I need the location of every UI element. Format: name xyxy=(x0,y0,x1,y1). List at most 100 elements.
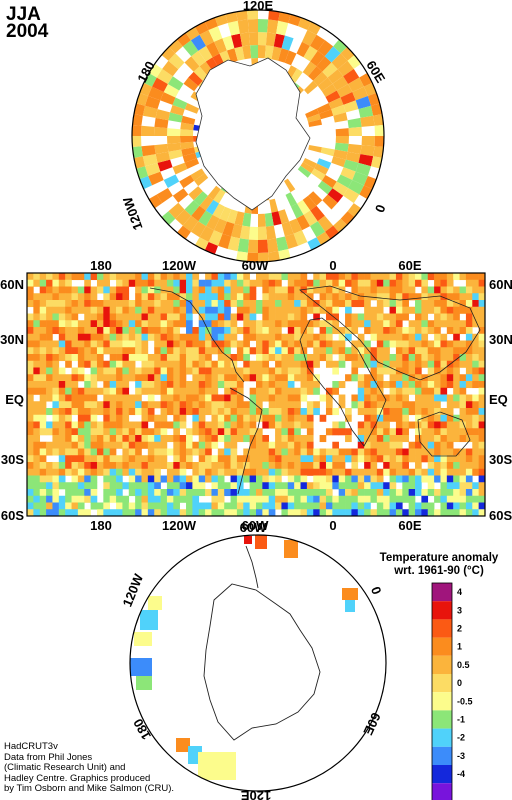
anomaly-cell xyxy=(27,387,34,395)
anomaly-cell xyxy=(343,159,359,172)
anomaly-cell xyxy=(325,313,333,321)
anomaly-cell xyxy=(109,421,117,429)
anomaly-cell xyxy=(147,273,155,281)
anomaly-cell xyxy=(351,495,359,503)
anomaly-cell xyxy=(459,448,467,456)
anomaly-cell xyxy=(58,475,66,483)
anomaly-cell xyxy=(224,462,231,470)
anomaly-cell xyxy=(376,408,384,416)
anomaly-cell xyxy=(250,45,258,59)
anomaly-cell xyxy=(275,482,282,490)
anomaly-cell xyxy=(421,435,429,443)
anomaly-cell xyxy=(287,387,295,395)
anomaly-cell xyxy=(268,414,276,422)
anomaly-cell xyxy=(192,279,200,287)
anomaly-cell xyxy=(434,300,441,308)
anomaly-cell xyxy=(84,300,91,308)
anomaly-cell xyxy=(236,340,244,348)
anomaly-cell xyxy=(294,387,301,395)
anomaly-cell xyxy=(262,286,270,294)
anomaly-cell xyxy=(90,414,98,422)
anomaly-cell xyxy=(300,441,308,449)
anomaly-cell xyxy=(122,502,130,510)
anomaly-cell xyxy=(39,327,47,335)
anomaly-cell xyxy=(65,340,72,348)
anomaly-cell xyxy=(446,286,454,294)
anomaly-cell xyxy=(58,374,66,382)
anomaly-cell xyxy=(147,360,155,368)
anomaly-cell xyxy=(459,381,467,389)
anomaly-cell xyxy=(192,354,200,362)
anomaly-cell xyxy=(141,273,149,281)
anomaly-cell xyxy=(224,293,231,301)
anomaly-cell xyxy=(345,279,352,287)
anomaly-cell xyxy=(421,300,429,308)
anomaly-cell xyxy=(230,462,238,470)
anomaly-cell xyxy=(383,509,390,516)
anomaly-cell xyxy=(294,428,301,436)
anomaly-cell xyxy=(465,367,473,375)
anomaly-cell xyxy=(256,428,263,436)
anomaly-cell xyxy=(427,273,435,281)
anomaly-cell xyxy=(103,401,110,409)
anomaly-cell xyxy=(345,408,352,416)
anomaly-cell xyxy=(395,455,403,463)
anomaly-cell xyxy=(140,610,158,630)
anomaly-cell xyxy=(224,340,231,348)
anomaly-cell xyxy=(297,165,312,178)
anomaly-cell xyxy=(427,468,435,476)
anomaly-cell xyxy=(345,495,352,503)
anomaly-cell xyxy=(166,448,174,456)
anomaly-cell xyxy=(243,273,250,281)
anomaly-cell xyxy=(421,293,429,301)
anomaly-cell xyxy=(268,327,276,335)
anomaly-cell xyxy=(141,509,149,516)
anomaly-cell xyxy=(109,441,117,449)
anomaly-cell xyxy=(182,215,199,232)
anomaly-cell xyxy=(179,495,187,503)
anomaly-cell xyxy=(262,394,270,402)
anomaly-cell xyxy=(186,293,193,301)
anomaly-cell xyxy=(478,509,485,516)
anomaly-cell xyxy=(128,468,136,476)
anomaly-cell xyxy=(198,279,206,287)
anomaly-cell xyxy=(46,441,53,449)
anomaly-cell xyxy=(465,448,473,456)
anomaly-cell xyxy=(249,347,257,355)
anomaly-cell xyxy=(421,468,429,476)
anomaly-cell xyxy=(154,293,161,301)
anomaly-cell xyxy=(179,448,187,456)
anomaly-cell xyxy=(243,509,250,516)
anomaly-cell xyxy=(77,448,85,456)
anomaly-cell xyxy=(147,408,155,416)
anomaly-cell xyxy=(33,354,41,362)
anomaly-cell xyxy=(179,381,187,389)
anomaly-cell xyxy=(103,414,110,422)
anomaly-cell xyxy=(192,347,200,355)
anomaly-cell xyxy=(217,279,225,287)
anomaly-cell xyxy=(90,367,98,375)
anomaly-cell xyxy=(96,279,104,287)
anomaly-cell xyxy=(128,489,136,497)
anomaly-cell xyxy=(65,414,72,422)
anomaly-cell xyxy=(211,435,219,443)
anomaly-cell xyxy=(205,320,212,328)
anomaly-cell xyxy=(402,367,409,375)
anomaly-cell xyxy=(427,374,435,382)
anomaly-cell xyxy=(376,495,384,503)
anomaly-cell xyxy=(65,374,72,382)
legend-tick-label: 0.5 xyxy=(457,660,470,670)
anomaly-cell xyxy=(237,238,249,253)
anomaly-cell xyxy=(332,428,339,436)
anomaly-cell xyxy=(421,428,429,436)
anomaly-cell xyxy=(440,333,448,341)
anomaly-cell xyxy=(65,394,72,402)
anomaly-cell xyxy=(352,171,368,186)
anomaly-cell xyxy=(383,347,390,355)
anomaly-cell xyxy=(84,408,91,416)
anomaly-cell xyxy=(402,374,409,382)
anomaly-cell xyxy=(338,347,346,355)
anomaly-cell xyxy=(256,435,263,443)
anomaly-cell xyxy=(192,367,200,375)
anomaly-cell xyxy=(478,475,485,483)
